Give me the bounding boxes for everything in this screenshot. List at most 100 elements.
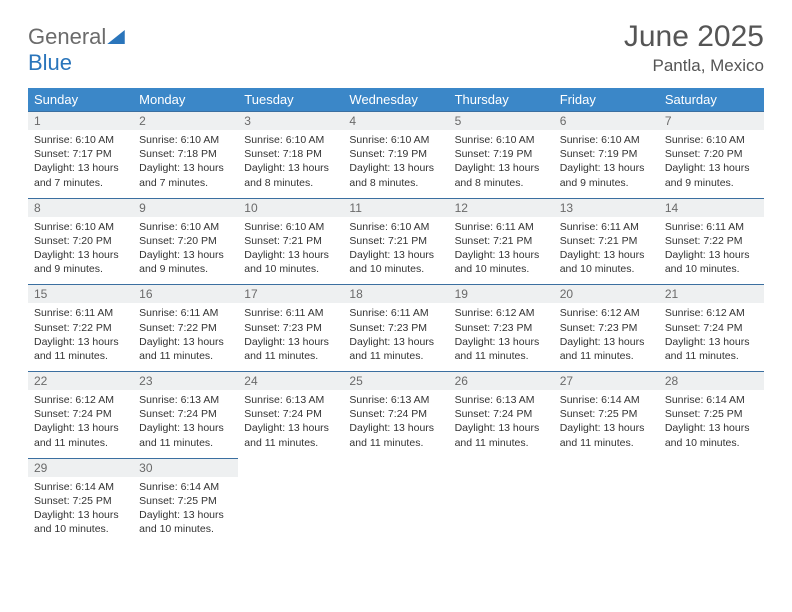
sunset-text: Sunset: 7:17 PM bbox=[34, 147, 127, 161]
calendar-header-row: SundayMondayTuesdayWednesdayThursdayFrid… bbox=[28, 88, 764, 111]
daylight-text: Daylight: 13 hours and 11 minutes. bbox=[139, 335, 232, 363]
daylight-text: Daylight: 13 hours and 11 minutes. bbox=[349, 335, 442, 363]
calendar-empty-cell bbox=[659, 458, 764, 545]
daylight-text: Daylight: 13 hours and 7 minutes. bbox=[34, 161, 127, 189]
daylight-text: Daylight: 13 hours and 11 minutes. bbox=[665, 335, 758, 363]
calendar-day-cell: 14Sunrise: 6:11 AMSunset: 7:22 PMDayligh… bbox=[659, 198, 764, 285]
day-number: 16 bbox=[133, 285, 238, 303]
daylight-text: Daylight: 13 hours and 10 minutes. bbox=[139, 508, 232, 536]
daylight-text: Daylight: 13 hours and 11 minutes. bbox=[349, 421, 442, 449]
day-number: 8 bbox=[28, 199, 133, 217]
sunset-text: Sunset: 7:23 PM bbox=[455, 321, 548, 335]
sunset-text: Sunset: 7:19 PM bbox=[560, 147, 653, 161]
calendar-week-row: 15Sunrise: 6:11 AMSunset: 7:22 PMDayligh… bbox=[28, 284, 764, 371]
column-header: Wednesday bbox=[343, 88, 448, 111]
day-number: 28 bbox=[659, 372, 764, 390]
sunrise-text: Sunrise: 6:13 AM bbox=[349, 393, 442, 407]
day-number: 23 bbox=[133, 372, 238, 390]
day-number: 25 bbox=[343, 372, 448, 390]
day-details: Sunrise: 6:13 AMSunset: 7:24 PMDaylight:… bbox=[343, 390, 448, 458]
calendar-day-cell: 23Sunrise: 6:13 AMSunset: 7:24 PMDayligh… bbox=[133, 371, 238, 458]
sunrise-text: Sunrise: 6:11 AM bbox=[349, 306, 442, 320]
sunrise-text: Sunrise: 6:12 AM bbox=[560, 306, 653, 320]
calendar-day-cell: 6Sunrise: 6:10 AMSunset: 7:19 PMDaylight… bbox=[554, 111, 659, 198]
sunrise-text: Sunrise: 6:14 AM bbox=[139, 480, 232, 494]
calendar-day-cell: 25Sunrise: 6:13 AMSunset: 7:24 PMDayligh… bbox=[343, 371, 448, 458]
calendar-day-cell: 21Sunrise: 6:12 AMSunset: 7:24 PMDayligh… bbox=[659, 284, 764, 371]
sunrise-text: Sunrise: 6:11 AM bbox=[455, 220, 548, 234]
daylight-text: Daylight: 13 hours and 8 minutes. bbox=[244, 161, 337, 189]
sunset-text: Sunset: 7:20 PM bbox=[34, 234, 127, 248]
calendar-day-cell: 28Sunrise: 6:14 AMSunset: 7:25 PMDayligh… bbox=[659, 371, 764, 458]
sunset-text: Sunset: 7:20 PM bbox=[665, 147, 758, 161]
sunrise-text: Sunrise: 6:11 AM bbox=[139, 306, 232, 320]
calendar-day-cell: 9Sunrise: 6:10 AMSunset: 7:20 PMDaylight… bbox=[133, 198, 238, 285]
day-details: Sunrise: 6:11 AMSunset: 7:22 PMDaylight:… bbox=[659, 217, 764, 285]
day-details: Sunrise: 6:10 AMSunset: 7:19 PMDaylight:… bbox=[449, 130, 554, 198]
day-number: 4 bbox=[343, 112, 448, 130]
calendar-body: 1Sunrise: 6:10 AMSunset: 7:17 PMDaylight… bbox=[28, 111, 764, 544]
sunset-text: Sunset: 7:21 PM bbox=[560, 234, 653, 248]
sunset-text: Sunset: 7:22 PM bbox=[139, 321, 232, 335]
daylight-text: Daylight: 13 hours and 10 minutes. bbox=[665, 248, 758, 276]
day-number: 30 bbox=[133, 459, 238, 477]
sunrise-text: Sunrise: 6:12 AM bbox=[665, 306, 758, 320]
calendar-day-cell: 29Sunrise: 6:14 AMSunset: 7:25 PMDayligh… bbox=[28, 458, 133, 545]
day-details: Sunrise: 6:10 AMSunset: 7:20 PMDaylight:… bbox=[659, 130, 764, 198]
calendar-day-cell: 11Sunrise: 6:10 AMSunset: 7:21 PMDayligh… bbox=[343, 198, 448, 285]
daylight-text: Daylight: 13 hours and 11 minutes. bbox=[34, 421, 127, 449]
day-details: Sunrise: 6:11 AMSunset: 7:22 PMDaylight:… bbox=[28, 303, 133, 371]
calendar-day-cell: 1Sunrise: 6:10 AMSunset: 7:17 PMDaylight… bbox=[28, 111, 133, 198]
daylight-text: Daylight: 13 hours and 8 minutes. bbox=[349, 161, 442, 189]
day-details: Sunrise: 6:10 AMSunset: 7:17 PMDaylight:… bbox=[28, 130, 133, 198]
day-details: Sunrise: 6:10 AMSunset: 7:18 PMDaylight:… bbox=[238, 130, 343, 198]
calendar-day-cell: 17Sunrise: 6:11 AMSunset: 7:23 PMDayligh… bbox=[238, 284, 343, 371]
calendar-empty-cell bbox=[554, 458, 659, 545]
header: GeneralBlue June 2025 Pantla, Mexico bbox=[28, 20, 764, 76]
calendar-day-cell: 8Sunrise: 6:10 AMSunset: 7:20 PMDaylight… bbox=[28, 198, 133, 285]
column-header: Monday bbox=[133, 88, 238, 111]
sunrise-text: Sunrise: 6:10 AM bbox=[34, 133, 127, 147]
column-header: Thursday bbox=[449, 88, 554, 111]
sunrise-text: Sunrise: 6:13 AM bbox=[455, 393, 548, 407]
sunset-text: Sunset: 7:24 PM bbox=[455, 407, 548, 421]
column-header: Friday bbox=[554, 88, 659, 111]
sunrise-text: Sunrise: 6:10 AM bbox=[349, 220, 442, 234]
calendar-day-cell: 12Sunrise: 6:11 AMSunset: 7:21 PMDayligh… bbox=[449, 198, 554, 285]
sunrise-text: Sunrise: 6:10 AM bbox=[560, 133, 653, 147]
sunrise-text: Sunrise: 6:13 AM bbox=[139, 393, 232, 407]
calendar-week-row: 22Sunrise: 6:12 AMSunset: 7:24 PMDayligh… bbox=[28, 371, 764, 458]
day-number: 21 bbox=[659, 285, 764, 303]
calendar-day-cell: 27Sunrise: 6:14 AMSunset: 7:25 PMDayligh… bbox=[554, 371, 659, 458]
sunrise-text: Sunrise: 6:12 AM bbox=[455, 306, 548, 320]
daylight-text: Daylight: 13 hours and 10 minutes. bbox=[34, 508, 127, 536]
sunset-text: Sunset: 7:25 PM bbox=[34, 494, 127, 508]
sunset-text: Sunset: 7:23 PM bbox=[244, 321, 337, 335]
calendar-empty-cell bbox=[238, 458, 343, 545]
day-details: Sunrise: 6:14 AMSunset: 7:25 PMDaylight:… bbox=[133, 477, 238, 545]
sunset-text: Sunset: 7:22 PM bbox=[665, 234, 758, 248]
daylight-text: Daylight: 13 hours and 9 minutes. bbox=[34, 248, 127, 276]
daylight-text: Daylight: 13 hours and 8 minutes. bbox=[455, 161, 548, 189]
calendar-day-cell: 3Sunrise: 6:10 AMSunset: 7:18 PMDaylight… bbox=[238, 111, 343, 198]
day-number: 10 bbox=[238, 199, 343, 217]
sunrise-text: Sunrise: 6:10 AM bbox=[244, 133, 337, 147]
sunrise-text: Sunrise: 6:10 AM bbox=[455, 133, 548, 147]
day-details: Sunrise: 6:11 AMSunset: 7:23 PMDaylight:… bbox=[343, 303, 448, 371]
calendar-week-row: 8Sunrise: 6:10 AMSunset: 7:20 PMDaylight… bbox=[28, 198, 764, 285]
calendar-day-cell: 13Sunrise: 6:11 AMSunset: 7:21 PMDayligh… bbox=[554, 198, 659, 285]
sunset-text: Sunset: 7:18 PM bbox=[139, 147, 232, 161]
daylight-text: Daylight: 13 hours and 10 minutes. bbox=[665, 421, 758, 449]
calendar-table: SundayMondayTuesdayWednesdayThursdayFrid… bbox=[28, 88, 764, 544]
daylight-text: Daylight: 13 hours and 11 minutes. bbox=[139, 421, 232, 449]
sunset-text: Sunset: 7:25 PM bbox=[139, 494, 232, 508]
calendar-week-row: 29Sunrise: 6:14 AMSunset: 7:25 PMDayligh… bbox=[28, 458, 764, 545]
day-details: Sunrise: 6:11 AMSunset: 7:21 PMDaylight:… bbox=[449, 217, 554, 285]
daylight-text: Daylight: 13 hours and 11 minutes. bbox=[34, 335, 127, 363]
calendar-day-cell: 2Sunrise: 6:10 AMSunset: 7:18 PMDaylight… bbox=[133, 111, 238, 198]
calendar-day-cell: 22Sunrise: 6:12 AMSunset: 7:24 PMDayligh… bbox=[28, 371, 133, 458]
sunrise-text: Sunrise: 6:14 AM bbox=[560, 393, 653, 407]
day-details: Sunrise: 6:12 AMSunset: 7:24 PMDaylight:… bbox=[28, 390, 133, 458]
sunrise-text: Sunrise: 6:10 AM bbox=[665, 133, 758, 147]
day-details: Sunrise: 6:11 AMSunset: 7:21 PMDaylight:… bbox=[554, 217, 659, 285]
